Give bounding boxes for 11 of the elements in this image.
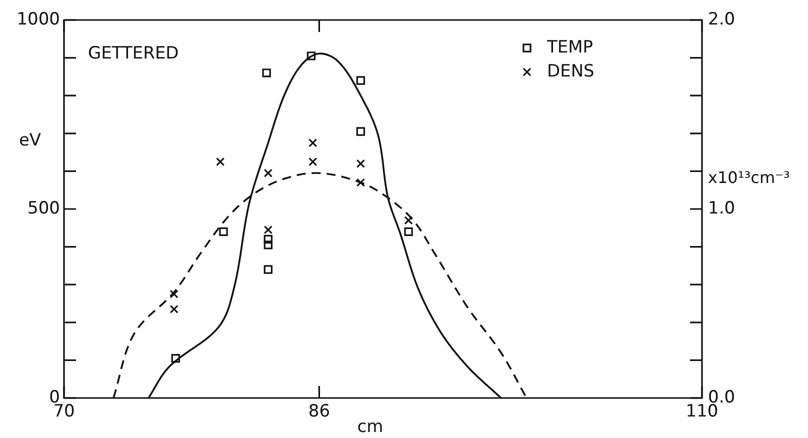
annotation: GETTERED xyxy=(88,43,179,64)
y2-tick-label: 1.0 xyxy=(708,198,736,218)
legend-label: TEMP xyxy=(546,37,594,58)
y2-axis-title: x10¹³cm⁻³ xyxy=(708,168,790,187)
y-axis-title: eV xyxy=(18,130,42,150)
y-tick-label: 500 xyxy=(28,198,60,218)
y2-tick-label: 2.0 xyxy=(708,9,736,30)
y-tick-label: 1000 xyxy=(16,9,60,30)
legend-label: DENS xyxy=(547,61,594,82)
x-axis-title: cm xyxy=(357,416,384,437)
x-tick-label: 86 xyxy=(308,402,330,422)
